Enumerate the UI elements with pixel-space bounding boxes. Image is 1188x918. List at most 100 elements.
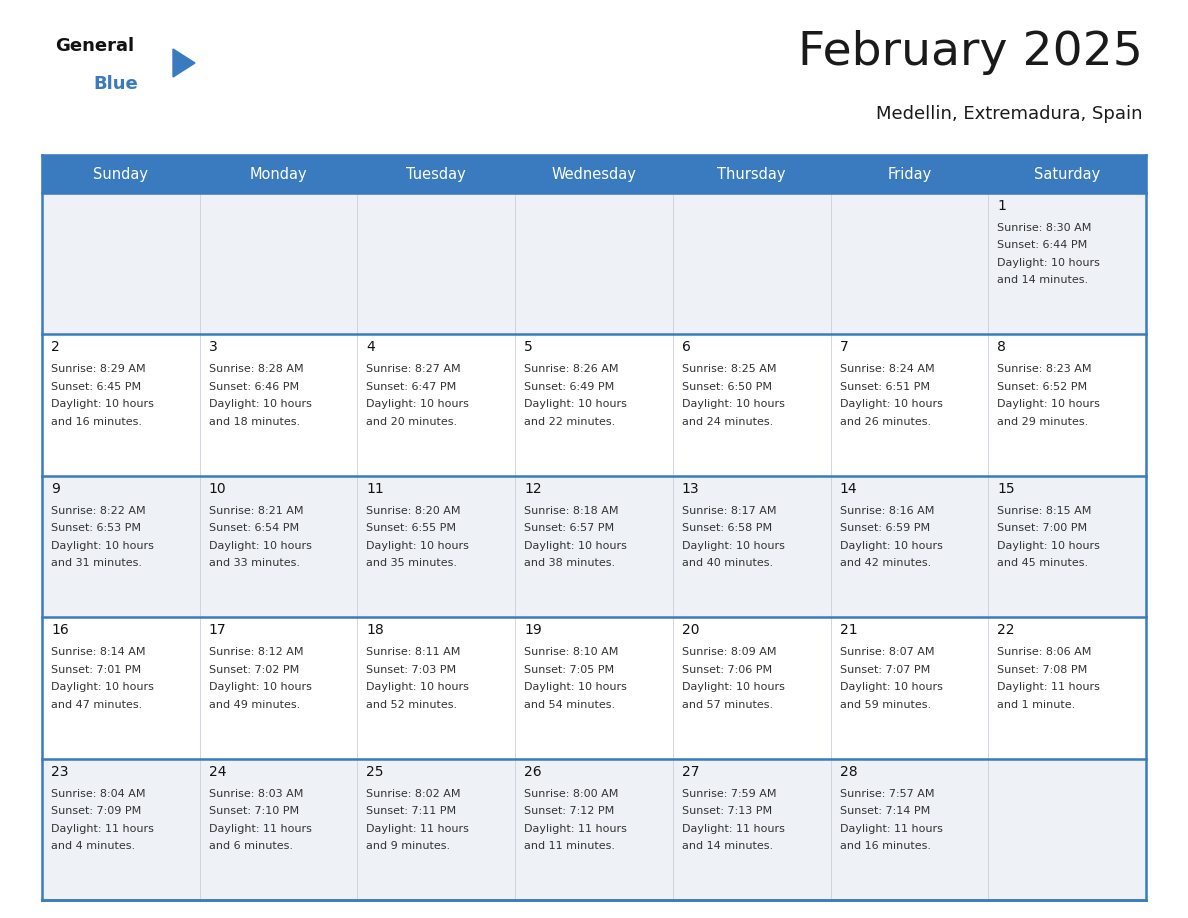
Bar [830,193,988,334]
Text: General: General [55,37,134,55]
Text: Blue: Blue [93,75,138,93]
Text: Sunrise: 8:20 AM: Sunrise: 8:20 AM [366,506,461,516]
Text: Sunrise: 8:15 AM: Sunrise: 8:15 AM [997,506,1092,516]
Text: Sunrise: 7:57 AM: Sunrise: 7:57 AM [840,789,934,799]
Bar [988,476,1146,617]
Text: and 38 minutes.: and 38 minutes. [524,558,615,568]
Text: Sunset: 6:55 PM: Sunset: 6:55 PM [366,523,456,533]
Text: Friday: Friday [887,166,931,182]
Bar [42,617,200,758]
Text: Sunrise: 8:17 AM: Sunrise: 8:17 AM [682,506,776,516]
Text: 18: 18 [366,623,384,637]
Bar [200,476,358,617]
Text: Sunrise: 8:07 AM: Sunrise: 8:07 AM [840,647,934,657]
Text: and 14 minutes.: and 14 minutes. [682,841,773,851]
Text: and 31 minutes.: and 31 minutes. [51,558,143,568]
Text: Sunrise: 8:18 AM: Sunrise: 8:18 AM [524,506,619,516]
Text: 5: 5 [524,341,533,354]
Text: Sunset: 6:57 PM: Sunset: 6:57 PM [524,523,614,533]
Text: Daylight: 10 hours: Daylight: 10 hours [524,682,627,692]
Text: Sunrise: 8:22 AM: Sunrise: 8:22 AM [51,506,146,516]
Text: Daylight: 10 hours: Daylight: 10 hours [366,399,469,409]
Text: 23: 23 [51,765,69,778]
Text: and 59 minutes.: and 59 minutes. [840,700,930,710]
Text: 28: 28 [840,765,858,778]
Text: 14: 14 [840,482,858,496]
Text: Daylight: 10 hours: Daylight: 10 hours [51,682,154,692]
Text: Saturday: Saturday [1034,166,1100,182]
Text: Sunrise: 8:26 AM: Sunrise: 8:26 AM [524,364,619,375]
Text: Daylight: 10 hours: Daylight: 10 hours [366,541,469,551]
Text: Daylight: 10 hours: Daylight: 10 hours [209,541,311,551]
Text: Sunrise: 8:14 AM: Sunrise: 8:14 AM [51,647,145,657]
Text: Sunrise: 8:30 AM: Sunrise: 8:30 AM [997,223,1092,233]
Bar [358,334,516,476]
Text: Daylight: 10 hours: Daylight: 10 hours [682,682,785,692]
Bar [830,334,988,476]
Bar [358,193,516,334]
Text: Sunrise: 8:24 AM: Sunrise: 8:24 AM [840,364,934,375]
Text: Sunset: 6:54 PM: Sunset: 6:54 PM [209,523,299,533]
Text: Sunrise: 8:11 AM: Sunrise: 8:11 AM [366,647,461,657]
Text: and 18 minutes.: and 18 minutes. [209,417,299,427]
Text: Daylight: 10 hours: Daylight: 10 hours [524,399,627,409]
Text: Sunrise: 8:25 AM: Sunrise: 8:25 AM [682,364,776,375]
Text: and 1 minute.: and 1 minute. [997,700,1075,710]
Bar [672,334,830,476]
Text: and 49 minutes.: and 49 minutes. [209,700,299,710]
Text: Sunset: 6:49 PM: Sunset: 6:49 PM [524,382,614,392]
Text: Sunset: 7:02 PM: Sunset: 7:02 PM [209,665,299,675]
Text: Sunrise: 8:06 AM: Sunrise: 8:06 AM [997,647,1092,657]
Text: Daylight: 10 hours: Daylight: 10 hours [209,682,311,692]
Text: Sunrise: 8:04 AM: Sunrise: 8:04 AM [51,789,145,799]
Text: Sunrise: 8:00 AM: Sunrise: 8:00 AM [524,789,619,799]
Text: Wednesday: Wednesday [551,166,637,182]
Text: February 2025: February 2025 [798,30,1143,75]
Text: Daylight: 10 hours: Daylight: 10 hours [682,399,785,409]
Text: Sunset: 6:50 PM: Sunset: 6:50 PM [682,382,772,392]
Text: 15: 15 [997,482,1015,496]
Text: and 6 minutes.: and 6 minutes. [209,841,292,851]
Text: 20: 20 [682,623,700,637]
Bar [672,193,830,334]
Bar [988,334,1146,476]
Bar [42,334,200,476]
Text: Daylight: 10 hours: Daylight: 10 hours [524,541,627,551]
Text: 21: 21 [840,623,858,637]
Text: 3: 3 [209,341,217,354]
Bar [42,193,200,334]
Text: Sunset: 6:52 PM: Sunset: 6:52 PM [997,382,1087,392]
Text: Sunset: 7:03 PM: Sunset: 7:03 PM [366,665,456,675]
Text: Daylight: 11 hours: Daylight: 11 hours [209,823,311,834]
Text: 11: 11 [366,482,384,496]
Text: 22: 22 [997,623,1015,637]
Bar [988,617,1146,758]
Text: Sunday: Sunday [94,166,148,182]
Text: and 33 minutes.: and 33 minutes. [209,558,299,568]
Text: Sunset: 7:12 PM: Sunset: 7:12 PM [524,806,614,816]
Bar [672,758,830,900]
Text: Daylight: 10 hours: Daylight: 10 hours [997,399,1100,409]
Text: Daylight: 10 hours: Daylight: 10 hours [840,399,942,409]
Bar [200,334,358,476]
Text: Daylight: 10 hours: Daylight: 10 hours [840,682,942,692]
Text: Sunset: 6:58 PM: Sunset: 6:58 PM [682,523,772,533]
Text: 7: 7 [840,341,848,354]
Text: and 47 minutes.: and 47 minutes. [51,700,143,710]
Text: and 35 minutes.: and 35 minutes. [366,558,457,568]
Text: Sunset: 7:13 PM: Sunset: 7:13 PM [682,806,772,816]
Text: Sunset: 7:01 PM: Sunset: 7:01 PM [51,665,141,675]
Text: and 26 minutes.: and 26 minutes. [840,417,930,427]
Text: and 54 minutes.: and 54 minutes. [524,700,615,710]
Text: 24: 24 [209,765,226,778]
Text: Sunrise: 8:27 AM: Sunrise: 8:27 AM [366,364,461,375]
Text: and 52 minutes.: and 52 minutes. [366,700,457,710]
Text: 25: 25 [366,765,384,778]
Text: Daylight: 10 hours: Daylight: 10 hours [997,258,1100,268]
Bar [516,758,672,900]
Text: Daylight: 10 hours: Daylight: 10 hours [840,541,942,551]
Bar [830,758,988,900]
Text: Medellin, Extremadura, Spain: Medellin, Extremadura, Spain [877,105,1143,123]
Text: and 20 minutes.: and 20 minutes. [366,417,457,427]
Text: and 16 minutes.: and 16 minutes. [51,417,143,427]
